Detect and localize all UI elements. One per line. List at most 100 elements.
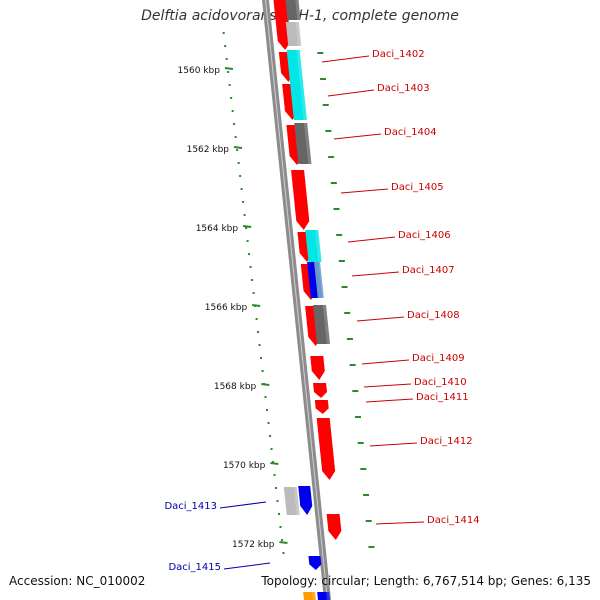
- ruler-dot: [317, 52, 324, 54]
- gene-label: Daci_1415: [168, 562, 221, 573]
- ruler-tick: [233, 146, 243, 149]
- ruler-dot: [338, 260, 345, 262]
- ruler-dot: [282, 552, 285, 554]
- gene-block: [303, 592, 316, 600]
- ruler-dot: [333, 208, 340, 210]
- gene-label-leader: [351, 271, 400, 277]
- ruler-dot: [231, 110, 234, 112]
- gene-label-leader: [333, 133, 382, 140]
- gene-label-layer: Daci_1402 Daci_1403 Daci_1404 Daci_1405 Daci…: [164, 49, 479, 573]
- ruler-dot: [237, 162, 240, 164]
- gene-label: Daci_1410: [414, 377, 467, 388]
- ruler-tick-label: 1568 kbp: [214, 382, 257, 392]
- ruler-dot: [222, 32, 225, 34]
- genome-summary-text: Topology: circular; Length: 6,767,514 bp…: [261, 574, 591, 588]
- gene-label-leader: [223, 562, 271, 570]
- gene-block: [285, 22, 302, 46]
- ruler-dot: [354, 416, 361, 418]
- ruler-dot: [273, 474, 276, 476]
- ruler-dot: [341, 286, 348, 288]
- ruler-dot: [260, 357, 263, 359]
- genome-backbone-highlight: [265, 0, 328, 600]
- gene-label: Daci_1407: [402, 265, 455, 276]
- ruler-tick: [279, 541, 288, 544]
- gene-track: [273, 0, 342, 600]
- ruler-tick-label: 1572 kbp: [232, 540, 275, 550]
- ruler-dot: [330, 182, 337, 184]
- gene-block-shade: [315, 230, 322, 262]
- ruler-dot: [228, 84, 231, 86]
- gene-arrow: [308, 556, 322, 570]
- gene-arrow: [313, 383, 327, 398]
- gene-label-leader: [321, 55, 370, 63]
- ruler-dot: [264, 396, 267, 398]
- ruler-dot: [266, 409, 269, 411]
- ruler-tick: [270, 462, 279, 465]
- ruler-dot: [245, 227, 248, 229]
- ruler-dot: [230, 97, 233, 99]
- gene-block-shade: [322, 305, 331, 344]
- gene-label: Daci_1402: [372, 49, 425, 60]
- ruler-dot: [227, 71, 230, 73]
- gene-block-shade: [296, 50, 303, 80]
- ruler-tick: [252, 304, 261, 307]
- ruler-tick-label: 1570 kbp: [223, 461, 266, 471]
- ruler-dot: [257, 331, 260, 333]
- ruler-dot: [246, 240, 249, 242]
- ruler-dot: [269, 435, 272, 437]
- ruler-dot: [365, 520, 372, 522]
- gene-label-leader: [365, 398, 414, 403]
- gene-block: [285, 0, 301, 20]
- gene-label: Daci_1411: [416, 392, 469, 403]
- ruler-tick-label: 1562 kbp: [187, 145, 230, 155]
- ruler-dot: [258, 344, 261, 346]
- ruler-dot: [277, 513, 280, 515]
- scale-ruler: 1560 kbp 1562 kbp 1564 kbp 1566 kbp 1568 kbp…: [178, 32, 375, 554]
- gene-label-leader: [375, 521, 425, 525]
- ruler-tick: [224, 67, 234, 70]
- gene-label-leader: [327, 89, 375, 97]
- gene-block-shade: [312, 592, 316, 600]
- ruler-tick-label: 1566 kbp: [205, 303, 248, 313]
- gene-arrow: [273, 0, 291, 50]
- gene-block: [317, 592, 330, 600]
- gene-block-shade: [295, 0, 301, 20]
- ruler-tick-label: 1560 kbp: [178, 66, 221, 76]
- gene-block: [286, 50, 303, 80]
- ruler-dot: [320, 78, 327, 80]
- gene-arrow: [326, 514, 342, 540]
- ruler-dot: [336, 234, 343, 236]
- gene-arrow: [314, 400, 329, 414]
- ruler-tick: [242, 225, 252, 228]
- gene-block-shade: [303, 123, 312, 164]
- ruler-dot: [239, 175, 242, 177]
- ruler-dot: [352, 390, 359, 392]
- ruler-dot: [252, 292, 255, 294]
- gene-label: Daci_1412: [420, 436, 473, 447]
- ruler-dot: [349, 364, 356, 366]
- ruler-dot: [236, 149, 239, 151]
- ruler-dot: [322, 104, 329, 106]
- ruler-tick: [261, 383, 270, 386]
- ruler-dot: [267, 422, 270, 424]
- gene-label: Daci_1413: [164, 501, 217, 512]
- ruler-dot: [360, 468, 367, 470]
- ruler-dot: [346, 338, 353, 340]
- ruler-dot: [344, 312, 351, 314]
- gene-label: Daci_1409: [412, 353, 465, 364]
- ruler-dot: [242, 201, 245, 203]
- gene-arrow: [316, 418, 336, 480]
- ruler-dot: [280, 539, 283, 541]
- ruler-dot: [261, 370, 264, 372]
- ruler-dot: [279, 526, 282, 528]
- ruler-dot: [225, 58, 228, 60]
- gene-label: Daci_1414: [427, 515, 480, 526]
- gene-block-shade: [293, 487, 300, 515]
- gene-label: Daci_1403: [377, 83, 430, 94]
- ruler-dot: [249, 266, 252, 268]
- gene-arrow: [291, 170, 310, 230]
- gene-block: [313, 305, 331, 344]
- gene-label: Daci_1404: [384, 127, 437, 138]
- ruler-dot: [255, 318, 258, 320]
